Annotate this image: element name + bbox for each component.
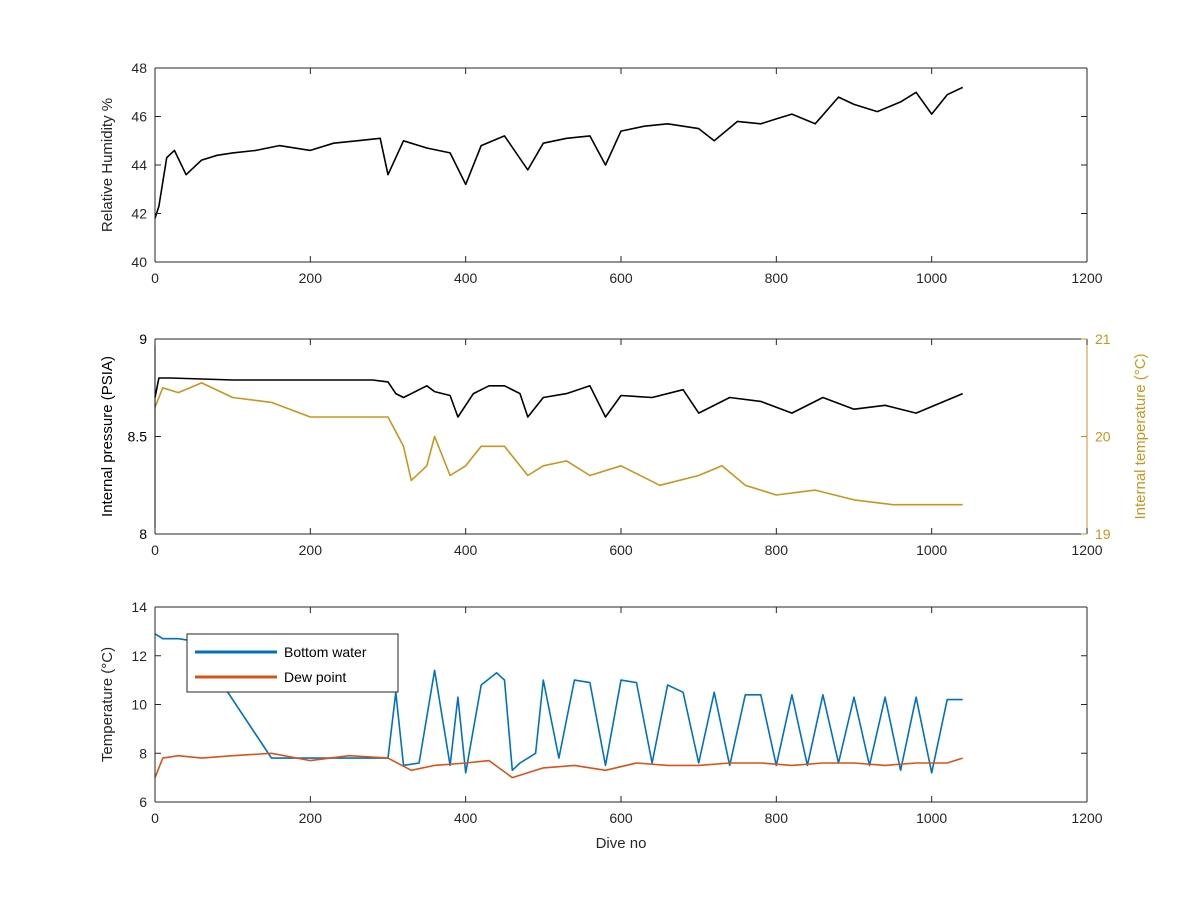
- chart3-y-tick-label: 6: [139, 794, 147, 810]
- chart3-legend-label-2: Dew point: [284, 669, 346, 685]
- temperature-plot: 0 200 400 600 800 1000 1200 6 8 10 12 14 Temperature…: [99, 599, 1103, 852]
- chart3-y-tick-label: 10: [131, 697, 147, 713]
- chart1-y-axis-label: Relative Humidity %: [99, 98, 116, 232]
- chart3-x-tick-label: 1000: [916, 810, 947, 826]
- chart3-y-tick-label: 8: [139, 745, 147, 761]
- chart1-y-tick-label: 48: [131, 60, 147, 76]
- chart3-series-2-line: [154, 752, 963, 779]
- chart2-x-tick-label: 600: [609, 542, 633, 558]
- chart2-y2-tick-label: 19: [1095, 526, 1111, 542]
- chart2-y-tick-label: 8.5: [128, 429, 148, 445]
- humidity-plot: 0 200 400 600 800 1000 1200 40 42 44 46 48 Relative …: [99, 60, 1103, 286]
- chart3-y-tick-label: 12: [131, 648, 147, 664]
- chart2-x-tick-label: 1000: [916, 542, 947, 558]
- chart1-y-tick-label: 40: [131, 254, 147, 270]
- chart3-x-tick-label: 800: [765, 810, 789, 826]
- chart2-x-tick-label: 400: [454, 542, 478, 558]
- chart1-series-1-line: [154, 86, 964, 219]
- chart3-x-tick-label: 200: [299, 810, 323, 826]
- chart3-y-tick-label: 14: [131, 599, 147, 615]
- chart2-x-tick-label: 800: [765, 542, 789, 558]
- chart1-x-tick-label: 0: [151, 270, 159, 286]
- chart1-x-tick-label: 600: [609, 270, 633, 286]
- chart3-x-tick-label: 0: [151, 810, 159, 826]
- chart3-x-tick-label: 1200: [1071, 810, 1102, 826]
- chart3-y-axis-label: Temperature (°C): [99, 647, 116, 762]
- chart3-x-tick-label: 600: [609, 810, 633, 826]
- chart2-y2-axis-label: Internal temperature (°C): [1132, 353, 1149, 519]
- chart2-x-tick-label: 1200: [1071, 542, 1102, 558]
- chart2-y2-tick-label: 21: [1095, 331, 1111, 347]
- chart3-x-axis-label: Dive no: [596, 835, 647, 852]
- chart2-y-tick-label: 9: [139, 331, 147, 347]
- chart1-x-tick-label: 200: [299, 270, 323, 286]
- chart2-y2-tick-label: 20: [1095, 429, 1111, 445]
- chart2-y-tick-label: 8: [139, 526, 147, 542]
- chart2-y-axis-label: Internal pressure (PSIA): [99, 356, 116, 517]
- chart2-series-2-line: [154, 382, 963, 506]
- chart3-x-tick-label: 400: [454, 810, 478, 826]
- chart2-x-tick-label: 200: [299, 542, 323, 558]
- chart1-x-tick-label: 800: [765, 270, 789, 286]
- chart1-y-tick-label: 42: [131, 206, 147, 222]
- chart2-x-tick-label: 0: [151, 542, 159, 558]
- chart1-x-tick-label: 1200: [1071, 270, 1102, 286]
- chart3-legend-label-1: Bottom water: [284, 644, 367, 660]
- chart3-series-1-line: [154, 633, 963, 774]
- chart1-x-tick-label: 400: [454, 270, 478, 286]
- chart1-x-tick-label: 1000: [916, 270, 947, 286]
- chart1-y-tick-label: 44: [131, 157, 147, 173]
- chart3-legend: [186, 633, 399, 693]
- pressure-temperature-plot: 0 200 400 600 800 1000 1200 8 8.5 9 19 20 21 Internal…: [99, 331, 1149, 558]
- chart2-series-1-line: [154, 377, 964, 418]
- chart1-y-tick-label: 46: [131, 109, 147, 125]
